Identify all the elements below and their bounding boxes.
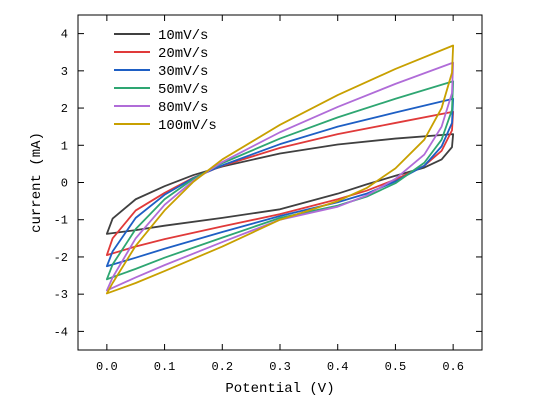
- plot-frame: [77, 14, 483, 351]
- axes-layer: 0.0 0.1 0.2 0.3 0.4 0.5 0.6 -4 -3 -2 -1 0 1 2 3 4: [54, 15, 482, 374]
- y-tick-label: 2: [61, 102, 68, 116]
- x-axis-title: Potential (V): [225, 381, 334, 397]
- x-tick-label: 0.0: [96, 360, 118, 374]
- x-tick-label: 0.2: [211, 360, 233, 374]
- x-tick-label: 0.6: [442, 360, 464, 374]
- series-line-1: [105, 133, 455, 235]
- legend: 10mV/s 20mV/s 30mV/s 50mV/s 80mV/s 100mV/s: [114, 28, 217, 134]
- y-tick-label: -2: [54, 251, 68, 265]
- y-tick-label: 4: [61, 28, 68, 42]
- y-tick-label: -4: [54, 325, 68, 339]
- y-tick-label: -1: [54, 214, 68, 228]
- y-tick-label: 0: [61, 177, 68, 191]
- series-layer: [105, 44, 455, 295]
- y-axis-title: current (mA): [29, 132, 45, 233]
- legend-label-2: 20mV/s: [158, 46, 208, 62]
- x-tick-label: 0.5: [385, 360, 407, 374]
- series-line-2: [105, 110, 455, 256]
- x-tick-label: 0.1: [154, 360, 176, 374]
- legend-label-4: 50mV/s: [158, 82, 208, 98]
- series-line-5: [105, 61, 455, 292]
- plot-area: [77, 14, 483, 351]
- x-tick-label: 0.4: [327, 360, 349, 374]
- legend-label-3: 30mV/s: [158, 64, 208, 80]
- series-line-4: [105, 80, 455, 281]
- legend-label-5: 80mV/s: [158, 100, 208, 116]
- series-line-3: [105, 97, 455, 268]
- legend-label-6: 100mV/s: [158, 118, 217, 134]
- y-tick-label: 1: [61, 139, 68, 153]
- y-tick-label: -3: [54, 288, 68, 302]
- y-tick-label: 3: [61, 65, 68, 79]
- x-tick-label: 0.3: [269, 360, 291, 374]
- legend-label-1: 10mV/s: [158, 28, 208, 44]
- series-line-6: [105, 44, 455, 295]
